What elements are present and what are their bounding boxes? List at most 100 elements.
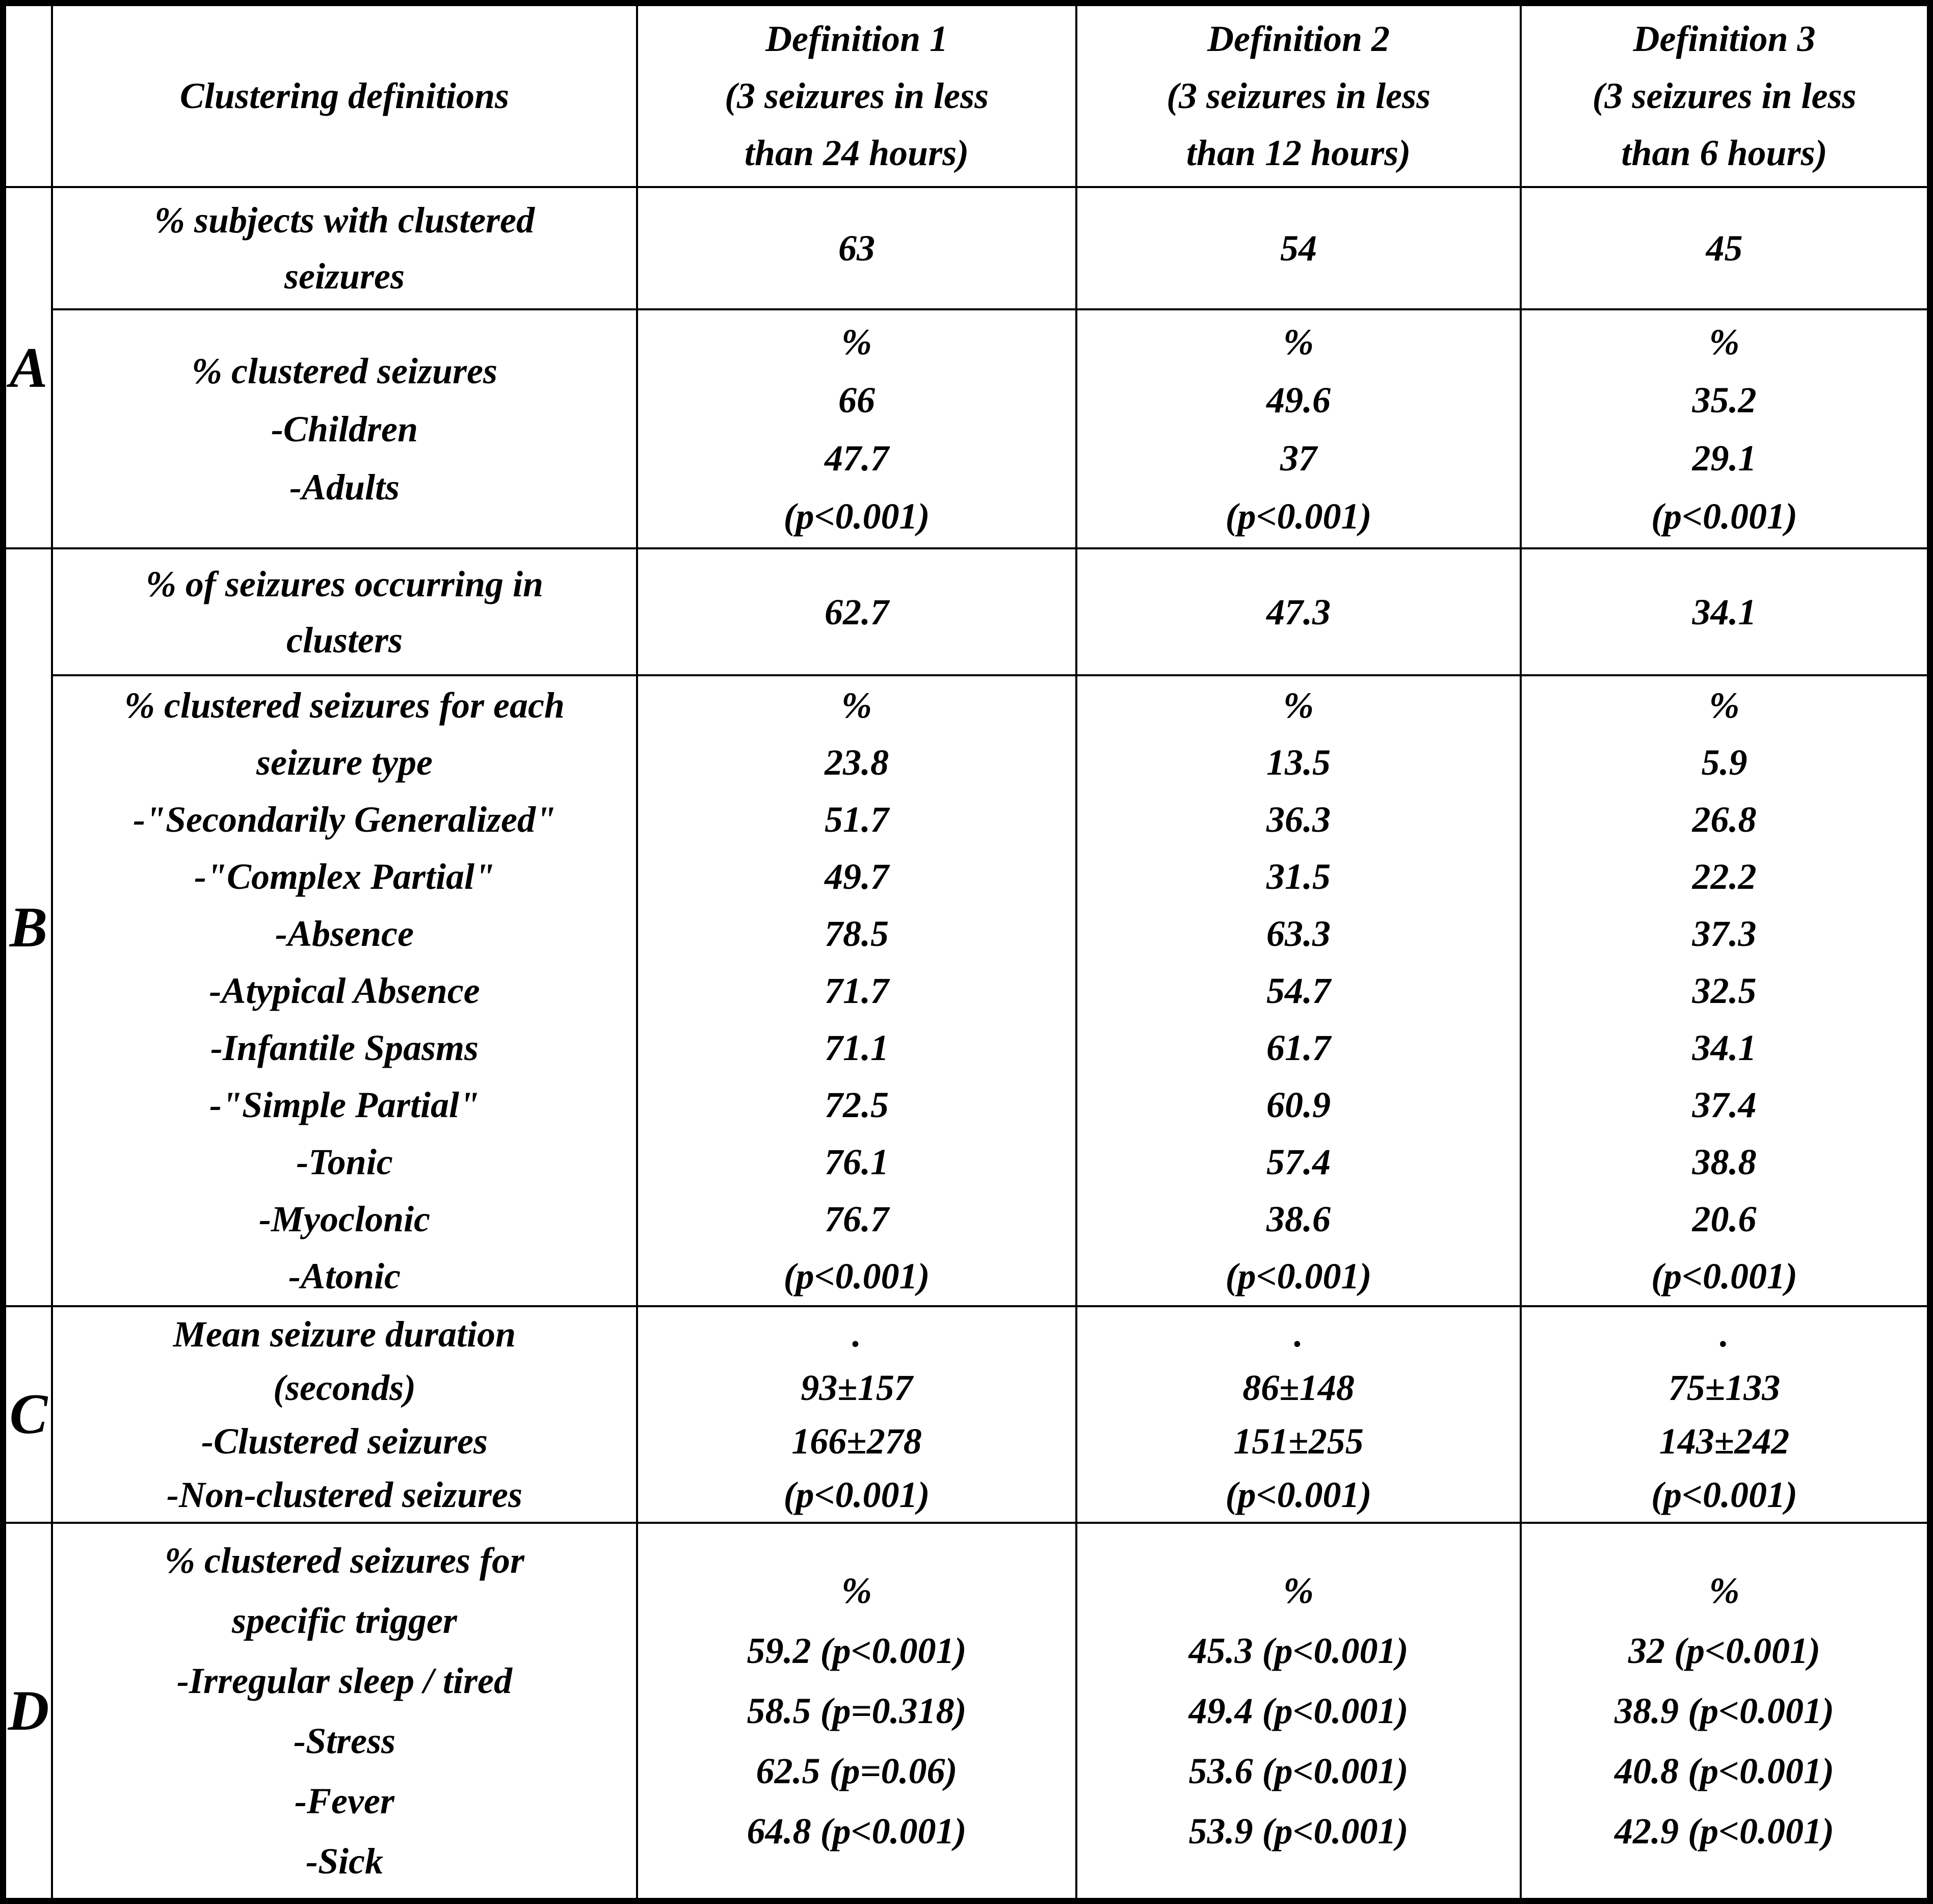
cell-line: specific trigger xyxy=(232,1600,457,1642)
cell-line: % clustered seizures for xyxy=(165,1540,524,1581)
cell-line: 53.6 (p<0.001) xyxy=(1188,1751,1409,1792)
cell-line: 38.9 (p<0.001) xyxy=(1614,1690,1834,1732)
cell-line: -"Secondarily Generalized" xyxy=(133,799,556,840)
value-cell-def2: 54 xyxy=(1075,186,1522,311)
cell-line: 93±157 xyxy=(801,1367,913,1408)
cell-line: % of seizures occurring in xyxy=(145,563,544,604)
cell-line: -Atonic xyxy=(288,1256,401,1297)
cell-line: Definition 3 xyxy=(1633,18,1816,60)
cell-line: -Atypical Absence xyxy=(209,970,480,1012)
section-label-d: D xyxy=(2,1522,53,1902)
cell-line: 22.2 xyxy=(1692,856,1757,897)
column-header-definition-2: Definition 2 (3 seizures in less than 12 h… xyxy=(1075,2,1522,188)
value-cell-def2: . 86±148 151±255 (p<0.001) xyxy=(1075,1305,1522,1524)
cell-line: % clustered seizures for each xyxy=(124,685,565,726)
table-row-seizures-occurring-in-clusters: B % of seizures occurring in clusters 62.… xyxy=(2,547,1931,1308)
value-cell-def1: . 93±157 166±278 (p<0.001) xyxy=(636,1305,1077,1524)
value-cell-def1: % 59.2 (p<0.001) 58.5 (p=0.318) 62.5 (p=0.0… xyxy=(636,1522,1077,1902)
cell-line: (p<0.001) xyxy=(1651,495,1797,537)
cell-line: 143±242 xyxy=(1659,1420,1790,1462)
table-row-clustered-seizures-by-trigger: D % clustered seizures for specific trigg… xyxy=(2,1522,1931,1902)
cell-line: (p<0.001) xyxy=(783,495,930,537)
cell-line: (p<0.001) xyxy=(783,1256,930,1297)
cell-line: 37.3 xyxy=(1692,913,1757,955)
cell-line: 78.5 xyxy=(825,913,889,955)
cell-line: 34.1 xyxy=(1692,591,1757,632)
cell-line: 72.5 xyxy=(825,1085,889,1126)
cell-line: 66 xyxy=(838,379,875,420)
value-cell-def3: % 32 (p<0.001) 38.9 (p<0.001) 40.8 (p<0.001… xyxy=(1520,1522,1931,1902)
cell-line: Definition 2 xyxy=(1207,18,1390,60)
cell-line: -Irregular sleep / tired xyxy=(177,1660,512,1702)
cell-line: % subjects with clustered xyxy=(154,200,535,241)
section-label-b: B xyxy=(2,547,53,1308)
cell-line: -Stress xyxy=(293,1721,396,1762)
cell-line: 76.1 xyxy=(825,1142,889,1183)
column-header-definition-3: Definition 3 (3 seizures in less than 6 ho… xyxy=(1520,2,1931,188)
cell-line: 61.7 xyxy=(1266,1027,1331,1069)
cell-line: (p<0.001) xyxy=(1225,495,1372,537)
cell-line: 58.5 (p=0.318) xyxy=(747,1690,967,1732)
cell-line: -Adults xyxy=(289,466,400,508)
cell-line: 37.4 xyxy=(1692,1085,1757,1126)
row-header-mean-seizure-duration: Mean seizure duration (seconds) -Clustered… xyxy=(51,1305,638,1524)
row-header-clustered-seizures-by-seizure-type: % clustered seizures for each seizure typ… xyxy=(51,674,638,1308)
cell-line: 36.3 xyxy=(1266,799,1331,840)
cell-line: than 6 hours) xyxy=(1621,133,1828,174)
cell-line: 49.7 xyxy=(825,856,889,897)
table-row-subjects-with-clustered-seizures: A % subjects with clustered seizures 63 5… xyxy=(2,186,1931,550)
table-row-clustered-seizures-children-adults: % clustered seizures -Children -Adults % 66… xyxy=(3,308,1931,550)
value-cell-def2: 47.3 xyxy=(1075,547,1522,676)
cell-line: (p<0.001) xyxy=(1225,1256,1372,1297)
cell-line: 54 xyxy=(1280,228,1317,269)
value-cell-def2: % 49.6 37 (p<0.001) xyxy=(1075,308,1522,550)
cell-line: 34.1 xyxy=(1692,1027,1757,1069)
cell-line: 31.5 xyxy=(1266,856,1331,897)
value-cell-def3: 45 xyxy=(1520,186,1931,311)
cell-line: 47.7 xyxy=(825,437,889,479)
cell-line: 62.5 (p=0.06) xyxy=(756,1751,958,1792)
cell-line: 63 xyxy=(838,228,875,269)
cell-line: Mean seizure duration xyxy=(173,1313,516,1355)
cell-line: clusters xyxy=(286,619,403,660)
cell-line: . xyxy=(852,1313,861,1355)
cell-line: 20.6 xyxy=(1692,1199,1757,1240)
cell-line: (3 seizures in less xyxy=(1592,75,1857,117)
value-cell-def2: % 45.3 (p<0.001) 49.4 (p<0.001) 53.6 (p<0.0… xyxy=(1075,1522,1522,1902)
cell-line: . xyxy=(1719,1313,1729,1355)
cell-line: % xyxy=(1283,321,1314,362)
column-header-definition-1: Definition 1 (3 seizures in less than 24 h… xyxy=(636,2,1077,188)
cell-line: 60.9 xyxy=(1266,1085,1331,1126)
cell-line: 75±133 xyxy=(1668,1367,1781,1408)
cell-line: -"Complex Partial" xyxy=(194,856,495,897)
cell-line: % xyxy=(841,685,872,726)
cell-line: 71.7 xyxy=(825,970,889,1012)
value-cell-def2: % 13.5 36.3 31.5 63.3 54.7 61.7 60.9 57.4 38.6 (p<… xyxy=(1075,674,1522,1308)
cell-line: seizure type xyxy=(256,742,433,783)
value-cell-def3: 34.1 xyxy=(1520,547,1931,676)
section-label-cell-empty xyxy=(2,2,53,188)
cell-line: (p<0.001) xyxy=(1651,1256,1797,1297)
cell-line: (p<0.001) xyxy=(1225,1474,1372,1515)
cell-line: (seconds) xyxy=(273,1367,416,1408)
cell-line: 53.9 (p<0.001) xyxy=(1188,1811,1409,1852)
table-row-header: Clustering definitions Definition 1 (3 se… xyxy=(2,2,1931,188)
cell-line: 51.7 xyxy=(825,799,889,840)
cell-line: than 24 hours) xyxy=(744,133,969,174)
table-row-mean-seizure-duration: C Mean seizure duration (seconds) -Cluster… xyxy=(2,1305,1931,1524)
row-header-subjects-with-clustered-seizures: % subjects with clustered seizures xyxy=(51,186,638,311)
cell-line: (p<0.001) xyxy=(1651,1474,1797,1515)
cell-line: 13.5 xyxy=(1266,742,1331,783)
cell-line: % xyxy=(1709,1570,1740,1611)
value-cell-def3: % 35.2 29.1 (p<0.001) xyxy=(1520,308,1931,550)
table-row-clustered-seizures-by-seizure-type: % clustered seizures for each seizure typ… xyxy=(3,674,1931,1308)
cell-line: 151±255 xyxy=(1233,1420,1364,1462)
cell-line: 166±278 xyxy=(791,1420,922,1462)
cell-line: 37 xyxy=(1280,437,1317,479)
cell-line: 35.2 xyxy=(1692,379,1757,420)
row-header-clustered-seizures-by-trigger: % clustered seizures for specific trigger… xyxy=(51,1522,638,1902)
cell-line: -Clustered seizures xyxy=(201,1420,488,1462)
cell-line: than 12 hours) xyxy=(1186,133,1411,174)
cell-line: 57.4 xyxy=(1266,1142,1331,1183)
